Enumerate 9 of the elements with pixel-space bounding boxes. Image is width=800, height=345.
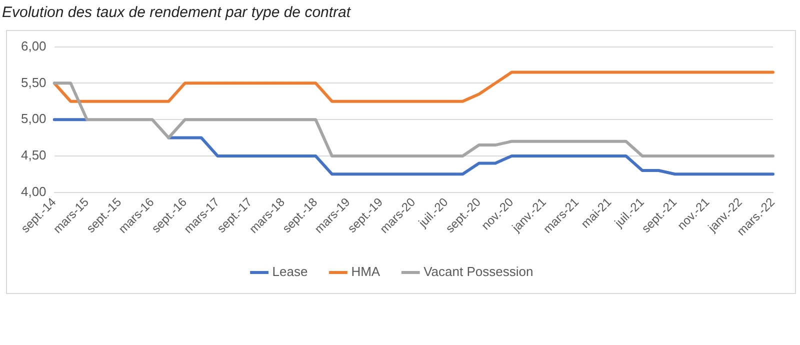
y-tick-label: 4,00: [20, 184, 46, 199]
y-tick-label: 5,50: [20, 74, 46, 90]
y-tick-label: 4,50: [20, 148, 46, 163]
legend-label: Vacant Possession: [424, 264, 534, 280]
legend-label: Lease: [272, 264, 308, 280]
chart-title: Evolution des taux de rendement par type de contrat: [2, 4, 351, 21]
y-tick-label: 6,00: [20, 38, 46, 54]
y-tick-label: 5,00: [20, 111, 46, 126]
legend-label: HMA: [351, 264, 380, 280]
